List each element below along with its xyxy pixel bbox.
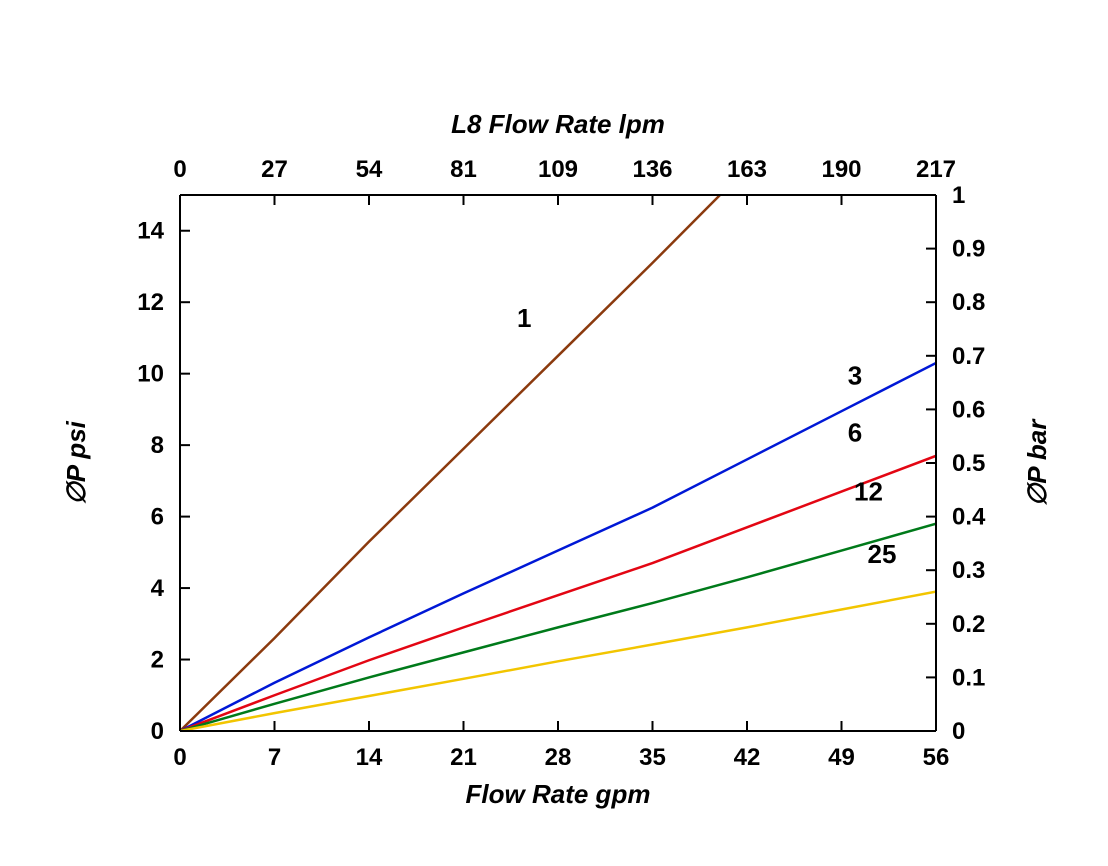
x-bottom-tick-label: 21 (450, 744, 477, 771)
y-left-tick-label: 8 (151, 432, 164, 459)
y-right-tick-label: 0 (952, 718, 965, 745)
x-top-tick-label: 190 (821, 156, 861, 183)
y-right-tick-label: 0.8 (952, 289, 985, 316)
x-bottom-tick-label: 7 (268, 744, 281, 771)
x-top-tick-label: 217 (916, 156, 956, 183)
flow-rate-chart: 0714212835424956027548110913616319021702… (0, 0, 1108, 866)
chart-container: 0714212835424956027548110913616319021702… (0, 0, 1108, 866)
x-top-tick-label: 136 (632, 156, 672, 183)
x-bottom-tick-label: 35 (639, 744, 666, 771)
series-line-25 (180, 592, 936, 731)
y-right-tick-label: 0.6 (952, 396, 985, 423)
x-top-tick-label: 163 (727, 156, 767, 183)
series-label-6: 6 (848, 418, 862, 448)
y-right-tick-label: 0.2 (952, 611, 985, 638)
series-label-12: 12 (854, 477, 883, 507)
x-top-tick-label: 54 (356, 156, 383, 183)
y-left-tick-label: 6 (151, 504, 164, 531)
y-right-tick-label: 0.4 (952, 504, 986, 531)
x-bottom-tick-label: 28 (545, 744, 572, 771)
y-right-tick-label: 0.3 (952, 557, 985, 584)
x-top-tick-label: 81 (450, 156, 477, 183)
x-bottom-tick-label: 14 (356, 744, 383, 771)
y-left-tick-label: 14 (137, 218, 164, 245)
y-left-tick-label: 0 (151, 718, 164, 745)
x-bottom-axis-title: Flow Rate gpm (466, 779, 651, 809)
series-label-3: 3 (848, 360, 862, 390)
series-line-1 (180, 195, 720, 731)
series-line-6 (180, 456, 936, 731)
x-bottom-tick-label: 49 (828, 744, 855, 771)
x-top-tick-label: 27 (261, 156, 288, 183)
y-left-tick-label: 2 (151, 647, 164, 674)
y-right-tick-label: 1 (952, 182, 965, 209)
y-right-tick-label: 0.1 (952, 664, 985, 691)
x-bottom-tick-label: 42 (734, 744, 761, 771)
series-label-25: 25 (868, 539, 897, 569)
y-right-tick-label: 0.5 (952, 450, 985, 477)
series-line-3 (180, 363, 936, 731)
y-right-tick-label: 0.7 (952, 343, 985, 370)
series-label-1: 1 (517, 303, 531, 333)
x-top-tick-label: 109 (538, 156, 578, 183)
x-bottom-tick-label: 56 (923, 744, 950, 771)
x-bottom-tick-label: 0 (173, 744, 186, 771)
y-left-tick-label: 12 (137, 289, 164, 316)
y-left-tick-label: 10 (137, 361, 164, 388)
y-right-tick-label: 0.9 (952, 236, 985, 263)
x-top-axis-title: L8 Flow Rate lpm (451, 109, 665, 139)
y-right-axis-title: ∅P bar (1022, 418, 1052, 507)
y-left-axis-title: ∅P psi (61, 420, 91, 505)
y-left-tick-label: 4 (151, 575, 165, 602)
x-top-tick-label: 0 (173, 156, 186, 183)
series-line-12 (180, 524, 936, 731)
